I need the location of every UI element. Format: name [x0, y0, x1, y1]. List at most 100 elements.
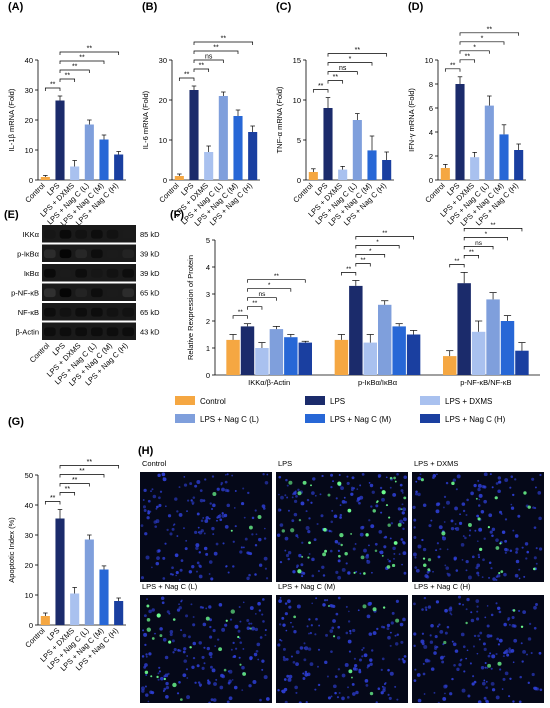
nucleus [199, 489, 203, 492]
tunel-positive-cell [420, 478, 424, 482]
significance-label: ** [355, 47, 361, 54]
nucleus [370, 649, 374, 652]
nucleus [357, 496, 361, 501]
nucleus [533, 556, 537, 560]
nucleus [150, 566, 153, 569]
nucleus [287, 551, 292, 555]
blot-band [122, 327, 134, 337]
nucleus [249, 606, 254, 610]
image-title: LPS + DXMS [414, 459, 458, 468]
nucleus [162, 577, 166, 580]
nucleus [249, 656, 253, 660]
nucleus [145, 653, 148, 656]
nucleus [358, 501, 361, 505]
nucleus [195, 570, 198, 573]
micrograph [140, 595, 272, 705]
blot-strip [42, 283, 136, 301]
nucleus [306, 625, 309, 628]
blot-band [122, 288, 134, 298]
nucleus [515, 559, 520, 564]
nucleus [465, 514, 468, 517]
nucleus [176, 535, 179, 538]
nucleus [192, 641, 197, 646]
tunel-positive-cell [223, 668, 227, 672]
nucleus [331, 626, 335, 630]
nucleus [467, 575, 472, 580]
tunel-positive-cell [389, 476, 393, 480]
nucleus [533, 526, 537, 529]
nucleus [279, 560, 283, 564]
panel-label: (F) [170, 209, 184, 221]
significance-bracket [459, 32, 520, 36]
nucleus [210, 656, 213, 659]
nucleus [141, 655, 145, 658]
significance-bracket [59, 474, 105, 478]
nucleus [498, 638, 503, 643]
nucleus [446, 625, 450, 629]
nucleus [503, 572, 507, 577]
nucleus [284, 549, 287, 552]
tunel-positive-cell [395, 618, 400, 623]
nucleus [140, 576, 145, 580]
nucleus [198, 574, 203, 579]
panel-label: (E) [4, 209, 19, 221]
nucleus [177, 649, 180, 652]
nucleus [328, 529, 331, 533]
tunel-positive-cell [205, 616, 210, 621]
nucleus [422, 547, 427, 552]
bar [40, 177, 50, 180]
nucleus [178, 606, 182, 610]
nucleus [160, 596, 165, 601]
nucleus [157, 672, 160, 675]
nucleus [166, 610, 170, 614]
nucleus [468, 534, 471, 537]
nucleus [221, 627, 226, 632]
nucleus [296, 536, 299, 539]
y-tick-label: 3 [206, 290, 210, 299]
nucleus [234, 525, 237, 528]
nucleus [436, 542, 439, 545]
nucleus [207, 679, 210, 682]
nucleus [463, 670, 466, 673]
nucleus [178, 603, 180, 606]
nucleus [196, 512, 200, 516]
nucleus [145, 674, 148, 677]
blot-row-label: β-Actin [16, 327, 40, 336]
nucleus [303, 642, 306, 645]
nucleus [350, 492, 354, 496]
nucleus [401, 540, 405, 544]
significance-label: ** [184, 72, 190, 79]
nucleus [298, 553, 302, 558]
nucleus [491, 527, 496, 532]
significance-bracket [59, 78, 76, 82]
nucleus [216, 487, 220, 491]
nucleus [203, 546, 208, 551]
tunel-positive-cell [387, 523, 391, 527]
nucleus [423, 596, 427, 600]
nucleus [452, 478, 456, 482]
nucleus [495, 538, 499, 542]
nucleus [397, 507, 402, 511]
nucleus [401, 657, 405, 661]
nucleus [224, 623, 228, 627]
tunel-positive-cell [348, 669, 353, 674]
significance-label: ** [65, 486, 71, 493]
y-axis-label: TNF-α mRNA (Fold) [275, 86, 284, 153]
nucleus [186, 655, 189, 657]
nucleus [465, 569, 468, 572]
nucleus [477, 504, 481, 507]
tunel-positive-cell [307, 556, 310, 559]
y-tick-label: 30 [159, 56, 167, 65]
nucleus [521, 546, 524, 549]
nucleus [164, 673, 169, 678]
nucleus [380, 511, 383, 514]
bar [470, 157, 480, 180]
nucleus [515, 547, 519, 551]
nucleus [476, 571, 480, 575]
nucleus [297, 488, 300, 492]
blot-band [75, 327, 87, 337]
nucleus [300, 563, 304, 567]
nucleus [255, 533, 258, 536]
nucleus [478, 493, 483, 498]
